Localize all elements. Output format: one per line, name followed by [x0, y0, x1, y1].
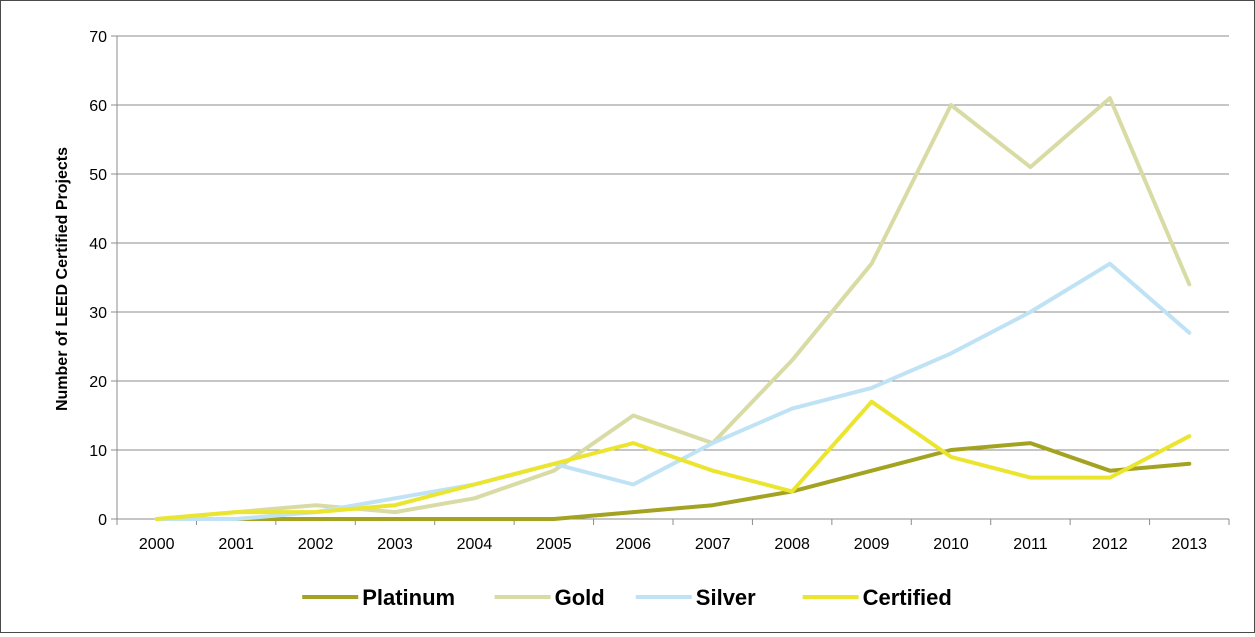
x-tick-label: 2012 [1092, 536, 1128, 553]
series-line-platinum [154, 441, 1192, 521]
series-line-gold [154, 96, 1192, 521]
y-axis-label: Number of LEED Certified Projects [54, 147, 71, 411]
gridlines [117, 35, 1229, 451]
x-tick-label: 2003 [377, 536, 413, 553]
legend-label-gold: Gold [555, 585, 605, 610]
y-tick-label: 20 [89, 374, 107, 391]
y-tick-label: 60 [89, 98, 107, 115]
x-tick-label: 2011 [1013, 536, 1048, 553]
series-lines [154, 96, 1192, 521]
legend: Platinum Gold Silver Certified [302, 585, 952, 610]
x-tick-label: 2007 [695, 536, 731, 553]
y-tick-label: 40 [89, 236, 107, 253]
y-axis-ticks: 0 10 20 30 40 50 60 70 [89, 29, 118, 529]
x-tick-label: 2008 [774, 536, 810, 553]
legend-label-platinum: Platinum [362, 585, 455, 610]
series-line-silver [154, 261, 1192, 521]
y-tick-label: 30 [89, 305, 107, 322]
x-tick-label: 2013 [1171, 536, 1207, 553]
x-tick-label: 2006 [615, 536, 651, 553]
y-tick-label: 10 [89, 443, 107, 460]
x-tick-label: 2004 [457, 536, 493, 553]
x-tick-label: 2001 [218, 536, 254, 553]
x-tick-label: 2010 [933, 536, 969, 553]
y-tick-label: 70 [89, 29, 107, 46]
legend-label-silver: Silver [696, 585, 756, 610]
x-tick-label: 2009 [854, 536, 890, 553]
y-tick-label: 0 [98, 512, 107, 529]
legend-label-certified: Certified [863, 585, 952, 610]
series-line-certified [154, 399, 1192, 521]
x-tick-label: 2002 [298, 536, 334, 553]
x-axis-ticks: 2000 2001 2002 2003 2004 2005 2006 2007 2008 2009… [116, 519, 1230, 553]
x-tick-label: 2005 [536, 536, 572, 553]
x-tick-label: 2000 [139, 536, 175, 553]
y-tick-label: 50 [89, 167, 107, 184]
